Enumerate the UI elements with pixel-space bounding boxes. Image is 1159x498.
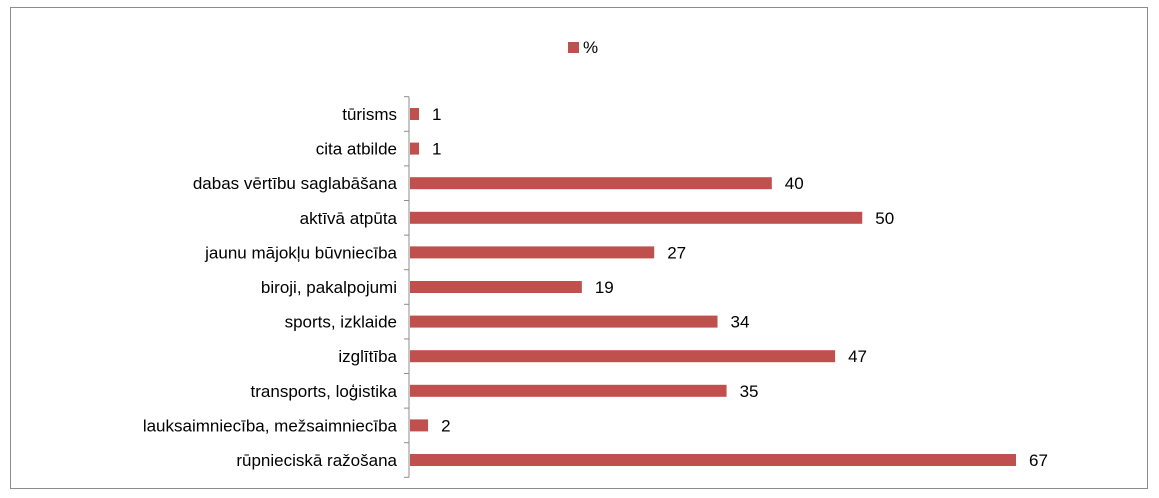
data-label: 40 <box>785 174 804 193</box>
bar <box>410 142 420 155</box>
data-label: 34 <box>731 313 750 332</box>
bar <box>410 350 836 363</box>
data-label: 47 <box>848 347 867 366</box>
category-label: cita atbilde <box>316 140 397 159</box>
bar <box>410 384 727 397</box>
category-label: sports, izklaide <box>285 313 397 332</box>
data-label: 50 <box>875 209 894 228</box>
data-label: 2 <box>441 416 450 435</box>
bar <box>410 454 1016 466</box>
category-label: dabas vērtību saglabāšana <box>193 174 398 193</box>
category-label: transports, loģistika <box>251 382 398 401</box>
category-label: rūpnieciskā ražošana <box>236 451 397 470</box>
chart-frame: % tūrisms 1 cita atbilde 1 dabas vērtību sagl… <box>10 7 1148 489</box>
bar-chart: % tūrisms 1 cita atbilde 1 dabas vērtību sagl… <box>143 38 1048 478</box>
category-label: jaunu mājokļu būvniecība <box>204 243 397 262</box>
category-label: aktīvā atpūta <box>300 209 398 228</box>
bar <box>410 177 772 190</box>
category-label: lauksaimniecība, mežsaimniecība <box>143 416 398 435</box>
data-label: 67 <box>1029 451 1048 470</box>
bar <box>410 315 718 328</box>
data-label: 19 <box>595 278 614 297</box>
legend: % <box>568 38 598 57</box>
bar <box>410 108 420 120</box>
category-label: tūrisms <box>342 105 397 124</box>
legend-swatch <box>568 42 579 53</box>
data-label: 27 <box>667 243 686 262</box>
category-label: izglītība <box>338 347 397 366</box>
legend-entry: % <box>583 38 598 57</box>
bar <box>410 211 863 224</box>
category-label: biroji, pakalpojumi <box>261 278 397 297</box>
bar <box>410 246 655 259</box>
bar <box>410 281 582 293</box>
data-label: 1 <box>432 140 441 159</box>
bar <box>410 419 429 432</box>
data-label: 35 <box>740 382 759 401</box>
data-label: 1 <box>432 105 441 124</box>
